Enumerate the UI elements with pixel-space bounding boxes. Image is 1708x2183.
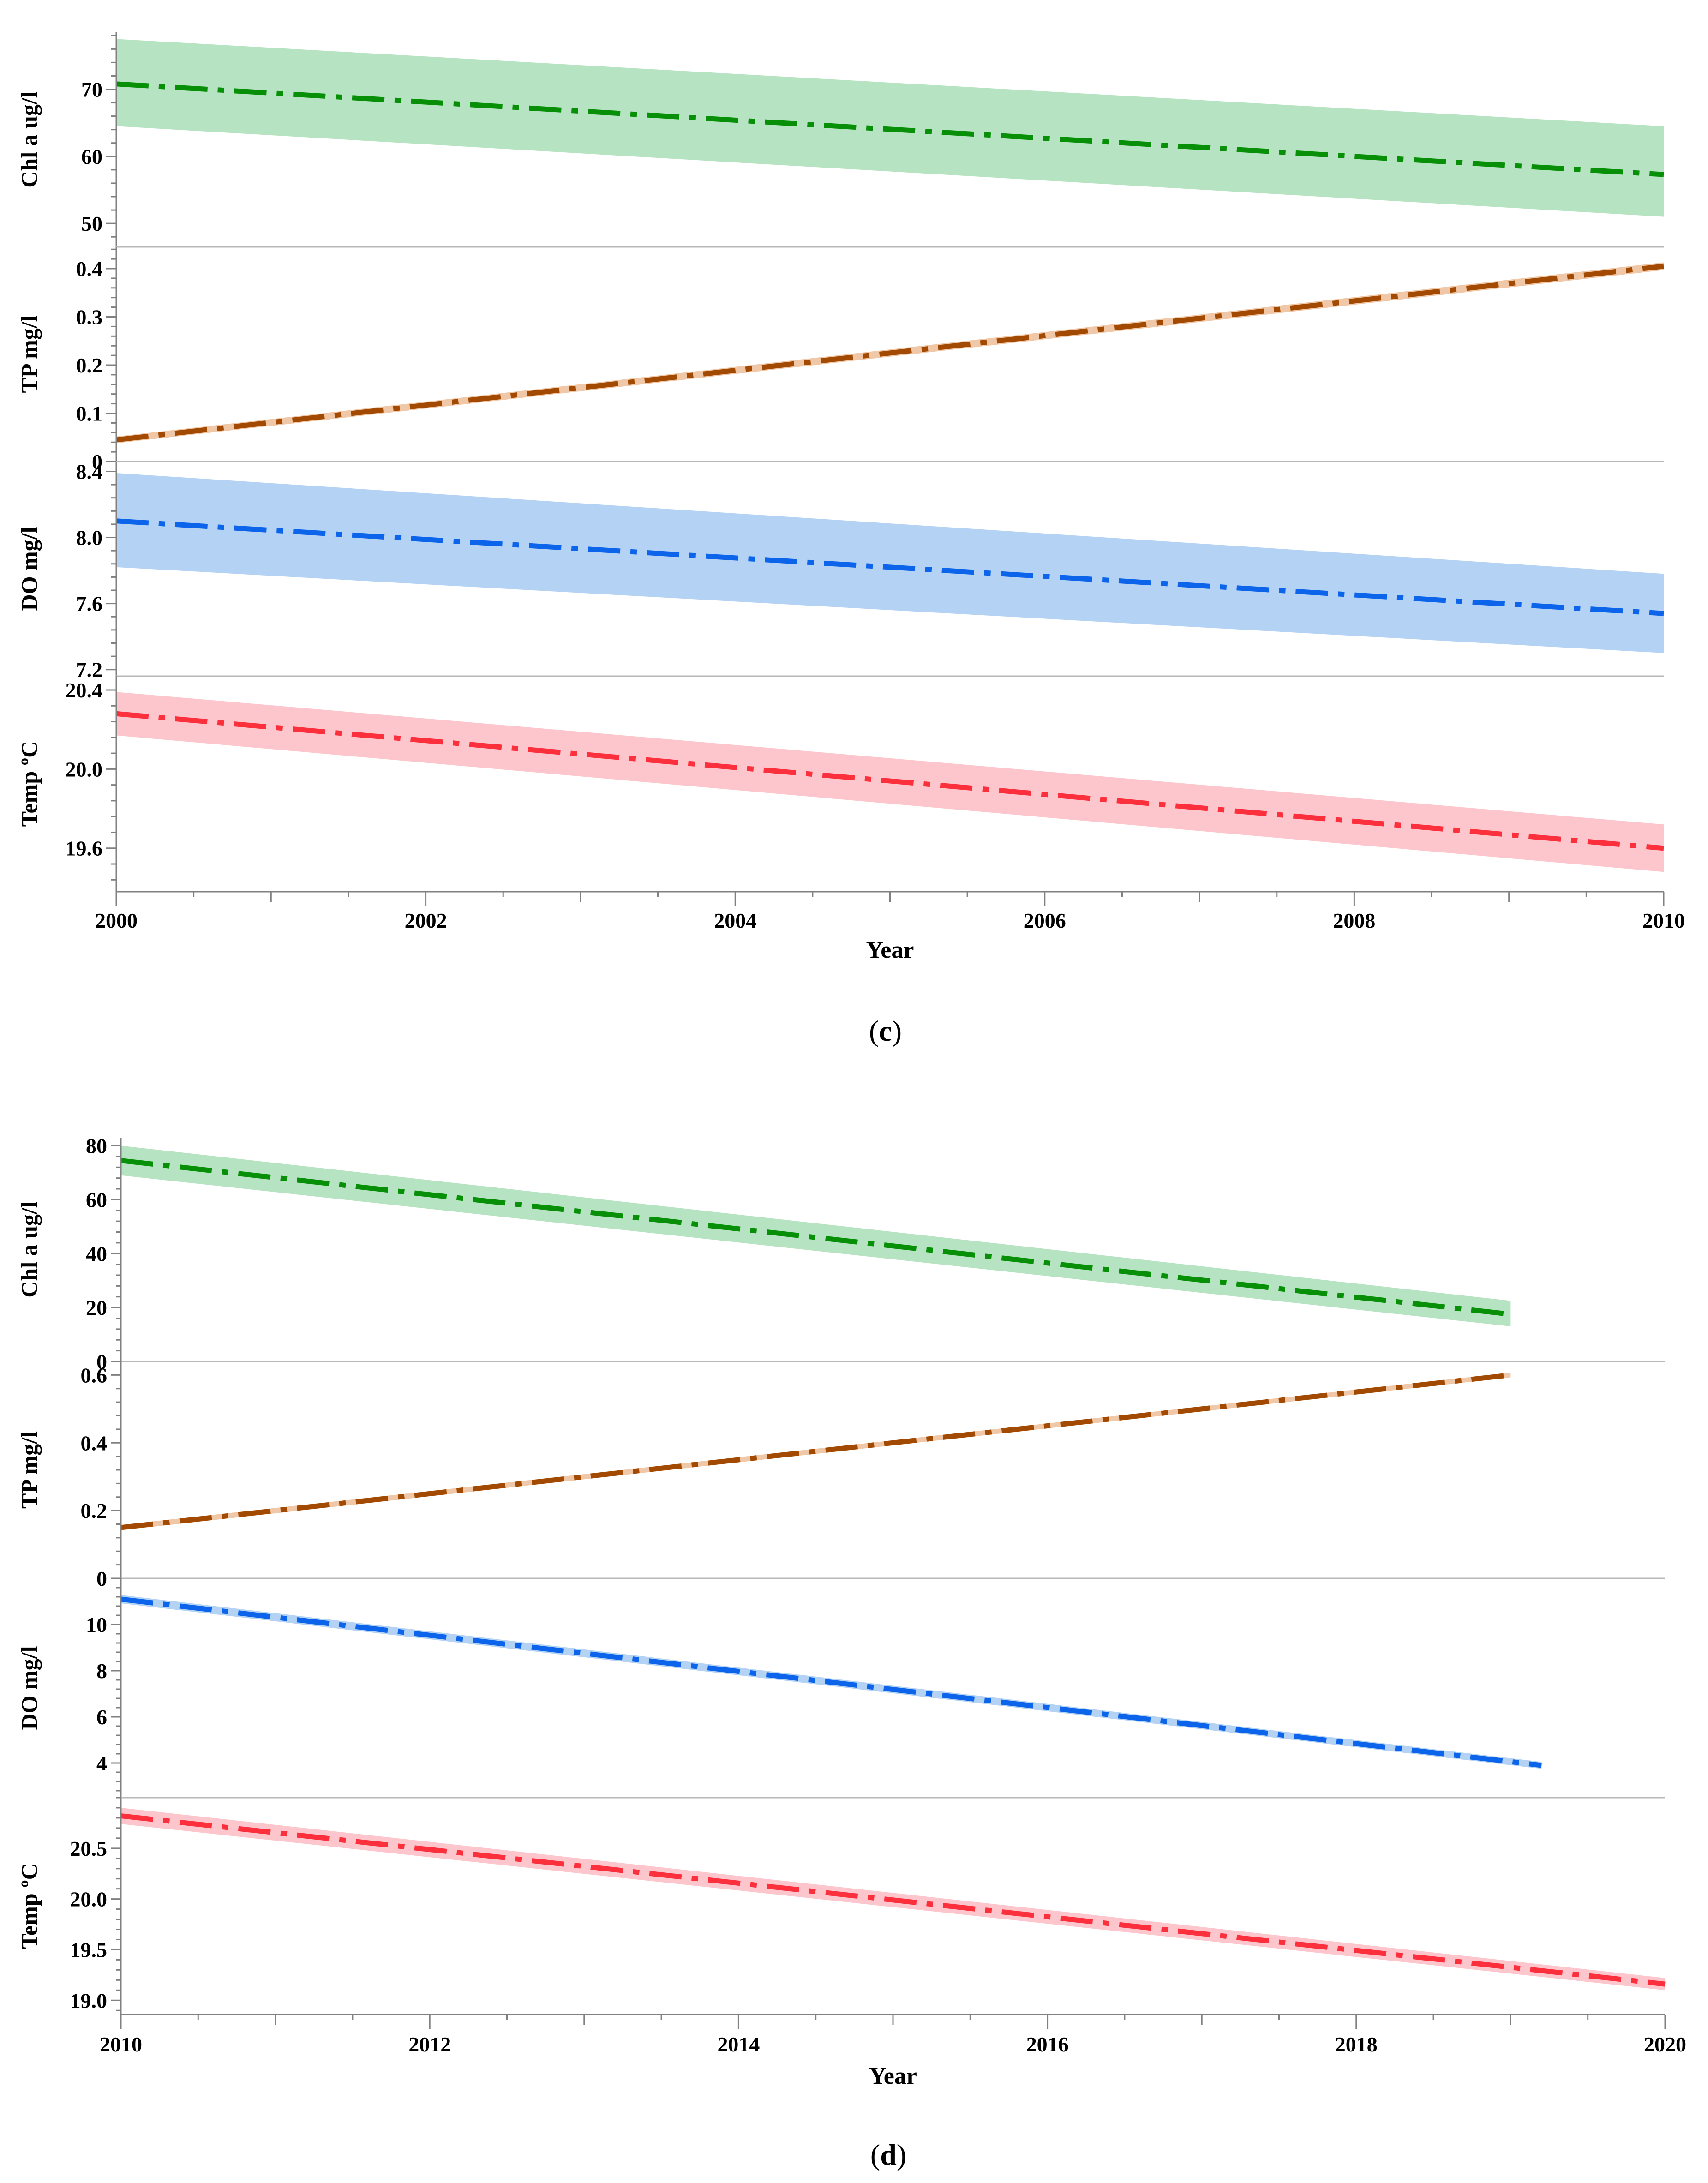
x-tick-label: 2004 xyxy=(714,909,756,932)
x-tick-label: 2012 xyxy=(408,2033,451,2056)
panel-1: 0 20 40 60 80 Chl a ug/l xyxy=(16,1134,1665,1373)
caption-open-paren: ( xyxy=(870,2138,880,2171)
y-tick-label: 50 xyxy=(81,212,102,235)
y-tick-label: 0.4 xyxy=(76,257,103,281)
y-tick-label: 20 xyxy=(86,1296,107,1319)
y-tick-label: 0.2 xyxy=(81,1499,108,1523)
y-tick-label: 60 xyxy=(86,1188,107,1211)
y-axis-title: Temp ºC xyxy=(16,1863,42,1949)
y-tick-label: 40 xyxy=(86,1242,107,1265)
trend-line xyxy=(120,1596,1542,1768)
x-axis-title: Year xyxy=(866,937,914,963)
y-tick-label: 4 xyxy=(96,1751,107,1775)
trend-line xyxy=(120,1372,1511,1530)
y-axis-title: TP mg/l xyxy=(16,1431,42,1509)
y-tick-label: 60 xyxy=(81,145,102,168)
x-tick-label: 2010 xyxy=(1642,909,1685,932)
y-tick-label: 0.6 xyxy=(81,1363,108,1387)
y-tick-label: 19.5 xyxy=(70,1938,108,1961)
y-tick-label: 70 xyxy=(81,78,102,102)
y-tick-label: 0.3 xyxy=(76,306,103,329)
y-tick-label: 10 xyxy=(86,1613,107,1637)
confidence-band xyxy=(116,473,1664,653)
trend-line xyxy=(120,1158,1511,1317)
y-tick-label: 6 xyxy=(96,1705,107,1729)
y-tick-label: 80 xyxy=(86,1134,107,1158)
y-tick-label: 0 xyxy=(96,1350,107,1373)
x-tick-label: 2010 xyxy=(100,2033,142,2056)
caption-close-paren: ) xyxy=(892,1014,902,1047)
y-tick-label: 0.4 xyxy=(81,1431,108,1455)
y-tick-label: 20.0 xyxy=(70,1888,108,1911)
y-axis-title: Chl a ug/l xyxy=(16,91,42,188)
caption-letter: d xyxy=(880,2138,897,2171)
y-axis-title: DO mg/l xyxy=(16,1646,42,1730)
caption-close-paren: ) xyxy=(897,2138,906,2171)
y-tick-label: 0 xyxy=(96,1567,107,1590)
y-tick-label: 19.0 xyxy=(70,1989,108,2012)
y-axis-title: Temp ºC xyxy=(16,741,42,827)
y-axis-title: DO mg/l xyxy=(16,527,42,611)
panel-3: 4 6 8 10 DO mg/l xyxy=(16,1577,1665,1799)
y-tick-label: 8.0 xyxy=(76,526,103,550)
panel-4: 19.0 19.5 20.0 20.5 Temp ºC xyxy=(16,1797,1666,2015)
trend-line xyxy=(116,264,1664,443)
y-tick-label: 0 xyxy=(92,450,102,474)
trend-line xyxy=(116,518,1664,616)
figure-caption: (d) xyxy=(870,2138,906,2171)
caption-letter: c xyxy=(879,1014,892,1047)
y-tick-label: 8 xyxy=(96,1659,107,1683)
y-tick-label: 0.2 xyxy=(76,354,103,377)
panel-2: 0 0.1 0.2 0.3 0.4 TP mg/l xyxy=(16,247,1664,474)
y-tick-label: 8.4 xyxy=(76,460,103,483)
trend-line xyxy=(116,711,1664,851)
x-tick-label: 2002 xyxy=(405,909,447,932)
x-tick-label: 2018 xyxy=(1335,2033,1378,2056)
y-tick-label: 20.4 xyxy=(66,678,103,702)
x-tick-label: 2008 xyxy=(1333,909,1375,932)
y-axis-title: TP mg/l xyxy=(16,315,42,393)
figure-caption: (c) xyxy=(869,1014,902,1047)
y-axis-title: Chl a ug/l xyxy=(16,1201,42,1298)
trend-line xyxy=(120,1813,1666,1987)
panel-2: 0 0.2 0.4 0.6 TP mg/l xyxy=(16,1361,1665,1590)
x-axis-title: Year xyxy=(869,2063,917,2089)
y-tick-label: 7.6 xyxy=(76,592,103,616)
y-tick-label: 19.6 xyxy=(66,837,103,860)
x-tick-label: 2016 xyxy=(1026,2033,1069,2056)
x-tick-label: 2006 xyxy=(1024,909,1066,932)
x-tick-label: 2020 xyxy=(1644,2033,1686,2056)
y-tick-label: 0.1 xyxy=(76,402,103,426)
panel-3: 7.2 7.6 8.0 8.4 DO mg/l xyxy=(16,460,1664,682)
y-tick-label: 20.0 xyxy=(66,757,103,781)
chart-d: 0 20 40 60 80 Chl a ug/l 0 0.2 0.4 0.6 TP mg/l 4 6 8 1… xyxy=(16,1134,1686,2171)
x-tick-label: 2014 xyxy=(717,2033,760,2056)
y-tick-label: 7.2 xyxy=(76,658,103,682)
trend-line xyxy=(116,81,1664,177)
panel-1: 50 60 70 Chl a ug/l xyxy=(16,32,1664,248)
panel-4: 19.6 20.0 20.4 Temp ºC xyxy=(16,676,1664,892)
confidence-band xyxy=(121,1145,1511,1326)
x-tick-label: 2000 xyxy=(95,909,138,932)
caption-open-paren: ( xyxy=(869,1014,879,1047)
y-tick-label: 20.5 xyxy=(70,1837,108,1860)
